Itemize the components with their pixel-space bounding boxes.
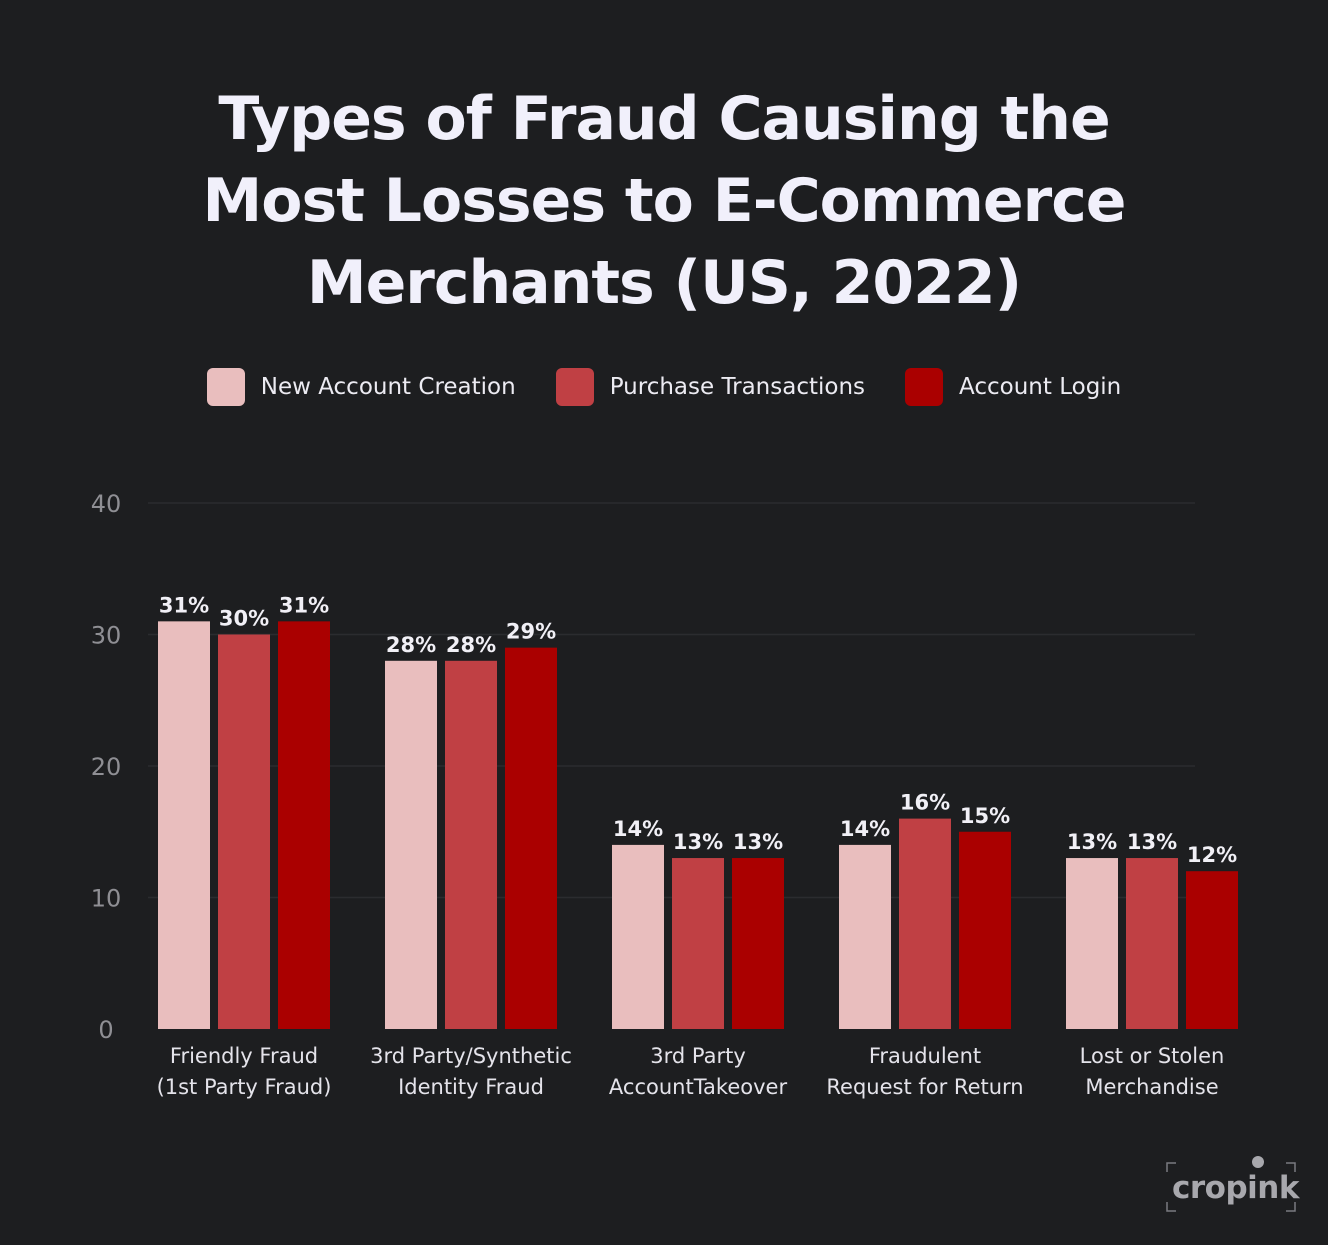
y-tick-label-0: 0: [98, 1016, 113, 1044]
category-label-3-line-1: Request for Return: [826, 1075, 1023, 1099]
logo-dot-icon: [1252, 1156, 1264, 1168]
bar-1-1: [445, 660, 497, 1029]
bar-0-1: [218, 634, 270, 1029]
bar-3-0: [839, 844, 891, 1029]
legend-label-new-account-creation: New Account Creation: [260, 374, 516, 400]
legend-label-purchase-transactions: Purchase Transactions: [609, 374, 866, 400]
category-label-1-line-0: 3rd Party/Synthetic: [370, 1044, 572, 1068]
y-tick-label-10: 10: [91, 885, 122, 913]
title-line-2: Most Losses to E-Commerce: [202, 166, 1127, 236]
bar-1-0: [385, 660, 437, 1029]
category-label-0-line-0: Friendly Fraud: [170, 1044, 318, 1068]
cropink-logo: cropink: [1166, 1156, 1299, 1212]
data-label-3-1: 16%: [900, 791, 950, 815]
legend-swatch-new-account-creation: [206, 368, 245, 406]
data-label-0-1: 30%: [219, 607, 269, 631]
category-label-2-line-1: AccountTakeover: [609, 1075, 788, 1099]
legend-label-account-login: Account Login: [959, 374, 1122, 400]
logo-text: cropink: [1172, 1170, 1299, 1206]
legend-swatch-account-login: [905, 368, 944, 406]
category-label-3-line-0: Fraudulent: [869, 1044, 981, 1068]
data-label-4-2: 12%: [1187, 843, 1237, 867]
data-label-1-0: 28%: [386, 633, 436, 657]
title-line-3: Merchants (US, 2022): [306, 248, 1022, 318]
category-label-2-line-0: 3rd Party: [650, 1044, 746, 1068]
category-label-4-line-0: Lost or Stolen: [1080, 1044, 1225, 1068]
legend-item-new-account-creation: New Account Creation: [206, 368, 516, 406]
legend-item-account-login: Account Login: [905, 368, 1121, 406]
bar-4-2: [1186, 871, 1238, 1029]
bar-2-2: [732, 858, 784, 1029]
title-line-1: Types of Fraud Causing the: [218, 84, 1110, 154]
category-label-1-line-1: Identity Fraud: [398, 1075, 544, 1099]
legend-item-purchase-transactions: Purchase Transactions: [555, 368, 866, 406]
bar-2-0: [612, 844, 664, 1029]
data-label-2-2: 13%: [733, 830, 783, 854]
bar-3-2: [959, 831, 1011, 1029]
y-tick-label-20: 20: [91, 753, 122, 781]
data-label-1-1: 28%: [446, 633, 496, 657]
data-label-0-2: 31%: [279, 593, 329, 617]
y-tick-label-30: 30: [91, 622, 122, 650]
data-label-2-0: 14%: [613, 817, 663, 841]
bar-0-2: [278, 621, 330, 1029]
data-label-4-0: 13%: [1067, 830, 1117, 854]
bar-3-1: [899, 818, 951, 1029]
category-label-4-line-1: Merchandise: [1085, 1075, 1218, 1099]
y-tick-label-40: 40: [91, 490, 122, 518]
category-label-0-line-1: (1st Party Fraud): [157, 1075, 332, 1099]
legend: New Account Creation Purchase Transactio…: [0, 368, 1328, 406]
bar-4-1: [1126, 858, 1178, 1029]
data-label-4-1: 13%: [1127, 830, 1177, 854]
legend-swatch-purchase-transactions: [555, 368, 594, 406]
data-label-3-2: 15%: [960, 804, 1010, 828]
logo-frame: [1166, 1162, 1296, 1212]
bar-2-1: [672, 858, 724, 1029]
bar-4-0: [1066, 858, 1118, 1029]
data-label-0-0: 31%: [159, 593, 209, 617]
chart-title: Types of Fraud Causing the Most Losses t…: [0, 78, 1328, 324]
bar-1-2: [505, 647, 557, 1029]
data-label-3-0: 14%: [840, 817, 890, 841]
data-label-1-2: 29%: [506, 620, 556, 644]
data-label-2-1: 13%: [673, 830, 723, 854]
bar-0-0: [158, 621, 210, 1029]
